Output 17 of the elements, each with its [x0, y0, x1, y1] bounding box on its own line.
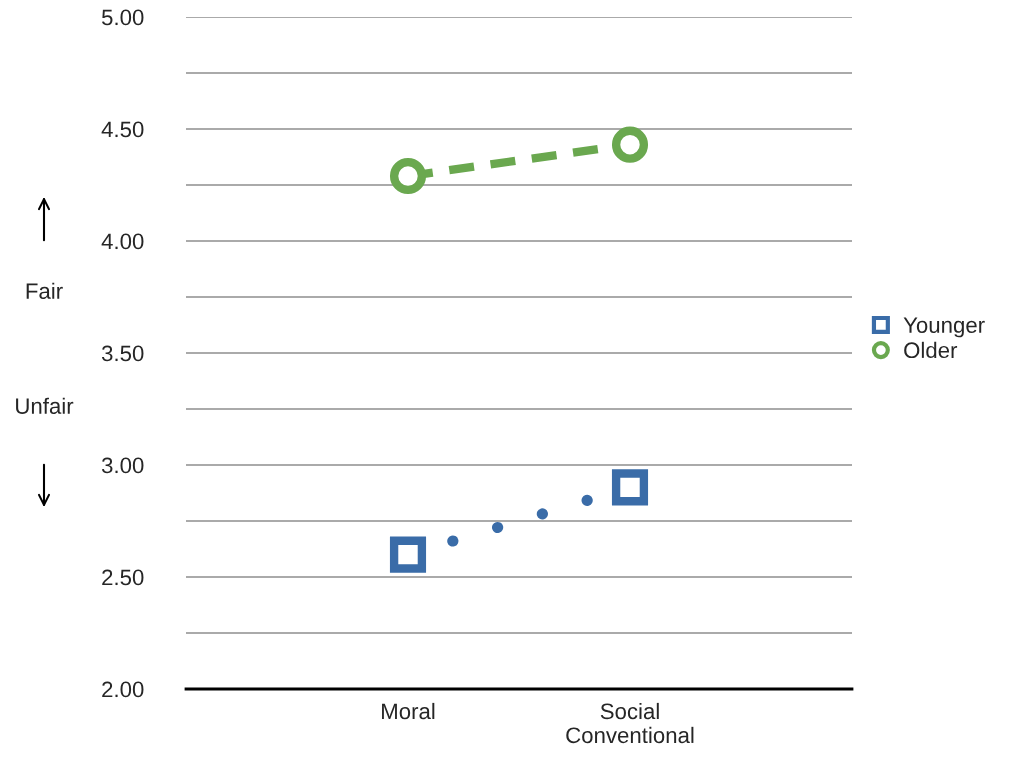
point	[389, 157, 427, 195]
point	[611, 126, 649, 163]
x-tick-label: Moral	[382, 702, 435, 720]
point	[611, 469, 649, 506]
y-tick-label: 5.00	[101, 9, 144, 26]
y-tick-label: 3.50	[101, 345, 144, 362]
y-tick-label: 2.00	[102, 681, 144, 698]
y-tick-label: 4.50	[101, 121, 144, 138]
text: Unfair	[16, 397, 74, 414]
y-tick-label: 4.00	[101, 233, 144, 250]
text: Fair	[26, 282, 63, 299]
legend-label: Younger	[903, 317, 985, 338]
legend-label: Older	[904, 341, 958, 359]
y-tick-label: 3.00	[101, 457, 144, 474]
point	[389, 536, 427, 573]
y-tick-label: 2.50	[102, 569, 144, 586]
x-tick-label: Social Conventional	[566, 702, 694, 744]
